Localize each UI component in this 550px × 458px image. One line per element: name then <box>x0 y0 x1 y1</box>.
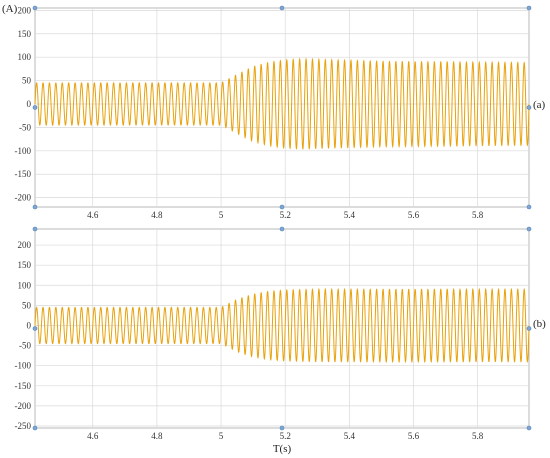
y-tick-label: -100 <box>15 361 32 371</box>
y-tick-label: 150 <box>18 260 32 270</box>
y-tick-label: 0 <box>27 99 32 109</box>
y-tick-label: -200 <box>15 401 32 411</box>
resize-handle[interactable] <box>526 204 532 210</box>
x-tick-label: 5.4 <box>344 431 356 441</box>
resize-handle[interactable] <box>526 105 532 110</box>
y-tick-label: 50 <box>22 300 32 310</box>
resize-handle[interactable] <box>526 425 532 431</box>
x-tick-label: 4.6 <box>87 431 99 441</box>
resize-handle[interactable] <box>526 5 532 11</box>
panel-label: (b) <box>533 318 546 330</box>
x-tick-label: 5.8 <box>472 431 484 441</box>
resize-handle[interactable] <box>32 425 38 431</box>
resize-handle[interactable] <box>32 226 38 232</box>
resize-handle[interactable] <box>32 105 38 110</box>
x-tick-label: 5.2 <box>280 210 291 220</box>
resize-handle[interactable] <box>279 425 285 431</box>
y-tick-label: -250 <box>15 421 32 431</box>
y-tick-label: -50 <box>19 122 31 132</box>
y-tick-label: -100 <box>15 146 32 156</box>
resize-handle[interactable] <box>279 204 285 210</box>
x-axis-label: T(s) <box>273 443 292 455</box>
x-tick-label: 5 <box>219 210 224 220</box>
y-tick-label: 0 <box>27 320 32 330</box>
y-tick-label: 100 <box>18 52 32 62</box>
x-tick-label: 5.2 <box>280 431 291 441</box>
x-tick-label: 4.6 <box>87 210 99 220</box>
resize-handle[interactable] <box>32 204 38 210</box>
resize-handle[interactable] <box>279 5 285 11</box>
y-tick-label: 50 <box>22 76 32 86</box>
chart-panel-1: 200 150 100 50 0 -50 -100 -150 -200 4.6 4.8 5 5.2 5.4… <box>2 3 546 220</box>
series-line <box>34 57 530 150</box>
x-tick-label: 5.6 <box>408 210 420 220</box>
x-tick-label: 4.8 <box>151 210 163 220</box>
resize-handle[interactable] <box>32 5 38 11</box>
series-line <box>34 287 530 364</box>
y-tick-label: 150 <box>18 29 32 39</box>
x-tick-label: 5 <box>219 431 224 441</box>
resize-handle[interactable] <box>279 226 285 232</box>
y-tick-label: 200 <box>18 5 32 15</box>
chart-panel-2: 200 150 100 50 0 -50 -100 -150 -200 -250 4.6 4.8 5 5.… <box>15 226 546 455</box>
y-tick-label: -50 <box>19 341 31 351</box>
x-tick-label: 4.8 <box>151 431 163 441</box>
resize-handle[interactable] <box>32 326 38 331</box>
y-tick-label: 100 <box>18 280 32 290</box>
y-tick-label: -150 <box>15 381 32 391</box>
x-tick-label: 5.6 <box>408 431 420 441</box>
resize-handle[interactable] <box>526 326 532 331</box>
resize-handle[interactable] <box>526 226 532 232</box>
y-axis-label: (A) <box>2 3 18 15</box>
panel-label: (a) <box>533 99 546 111</box>
y-tick-label: 200 <box>18 240 32 250</box>
y-tick-label: -200 <box>15 193 32 203</box>
y-tick-label: -150 <box>15 169 32 179</box>
x-tick-label: 5.8 <box>472 210 484 220</box>
x-tick-label: 5.4 <box>344 210 356 220</box>
